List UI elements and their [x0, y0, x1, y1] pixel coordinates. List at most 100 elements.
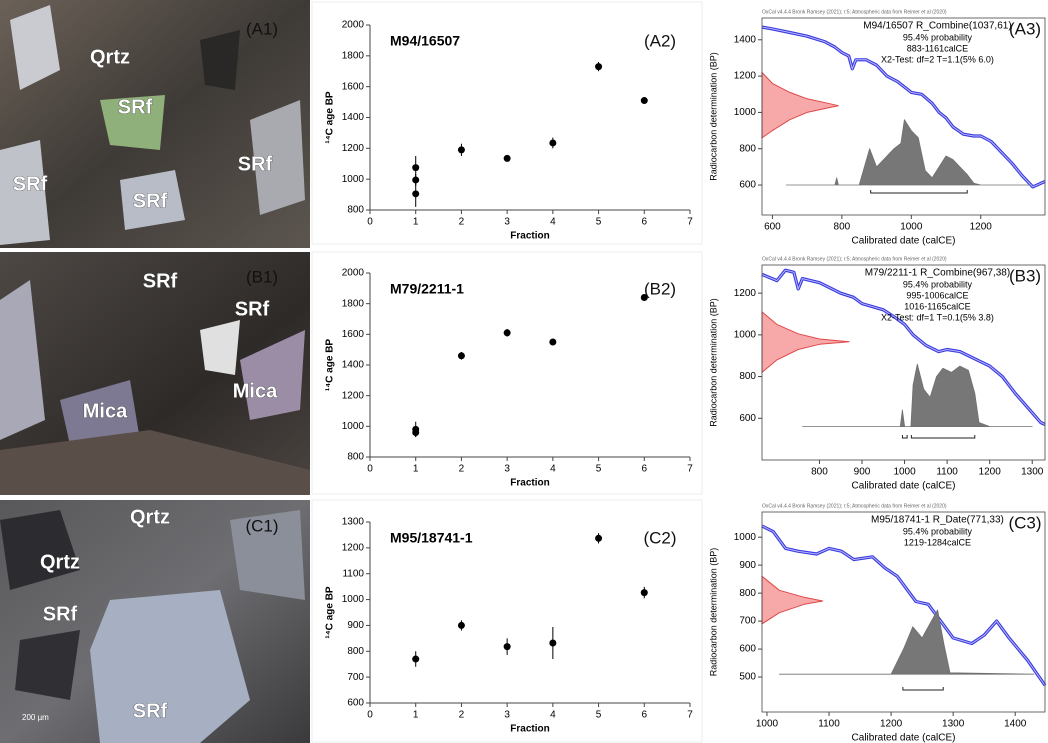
y-tick-label: 1200 — [734, 288, 757, 299]
annotation: 95.4% probability — [903, 32, 973, 42]
annotation: 1219-1284calCE — [904, 537, 971, 547]
scale-label: 200 µm — [22, 713, 49, 722]
panel-label: (A2) — [644, 31, 676, 50]
annotation: 995-1006calCE — [906, 290, 968, 300]
y-axis-label: Radiocarbon determination (BP) — [708, 52, 718, 181]
mineral-label: SRf — [143, 270, 178, 292]
mineral-label: Qrtz — [90, 46, 130, 68]
panel-label: (A1) — [246, 19, 278, 38]
chart-title: M95/18741-1 R_Date(771,33) — [871, 515, 1004, 526]
y-tick-label: 2000 — [342, 268, 365, 279]
x-tick-label: 7 — [687, 464, 693, 475]
data-point — [504, 155, 511, 162]
x-tick-label: 1300 — [942, 719, 965, 730]
data-point — [412, 190, 419, 197]
x-tick-label: 1000 — [900, 222, 923, 233]
x-tick-label: 5 — [596, 217, 602, 228]
mineral-label: SRf — [118, 96, 153, 118]
header: OxCal v4.4.4 Bronk Ramsey (2021); r:5; A… — [762, 503, 947, 509]
y-tick-label: 1000 — [342, 421, 365, 432]
x-axis-label: Fraction — [510, 724, 549, 735]
x-tick-label: 1 — [413, 710, 419, 721]
x-tick-label: 1400 — [1004, 719, 1027, 730]
y-axis-label: ¹⁴C age BP — [325, 91, 336, 144]
x-tick-label: 1100 — [936, 467, 958, 478]
y-tick-label: 1000 — [734, 107, 757, 118]
chart-title: M79/2211-1 — [390, 281, 464, 297]
data-point — [412, 656, 419, 663]
y-tick-label: 1600 — [342, 81, 365, 92]
x-tick-label: 2 — [459, 217, 465, 228]
x-tick-label: 800 — [834, 222, 851, 233]
y-tick-label: 1000 — [734, 532, 757, 543]
data-point — [412, 164, 419, 171]
mineral-label: SRf — [43, 603, 78, 625]
data-point — [595, 535, 602, 542]
chart-title: M94/16507 — [390, 33, 460, 49]
y-tick-label: 1200 — [342, 542, 365, 553]
chart-title: M79/2211-1 R_Combine(967,38) — [865, 268, 1010, 279]
y-tick-label: 700 — [739, 616, 756, 627]
x-tick-label: 4 — [550, 217, 556, 228]
panel-label: (C2) — [643, 528, 676, 547]
data-point — [549, 339, 556, 346]
x-tick-label: 4 — [550, 464, 556, 475]
x-tick-label: 7 — [687, 217, 693, 228]
y-axis-label: Radiocarbon determination (BP) — [708, 548, 718, 677]
panel-label: (B3) — [1009, 266, 1041, 285]
x-tick-label: 5 — [596, 464, 602, 475]
header: OxCal v4.4.4 Bronk Ramsey (2021); r:5; A… — [762, 256, 947, 262]
header: OxCal v4.4.4 Bronk Ramsey (2021); r:5; A… — [762, 9, 947, 15]
y-tick-label: 1800 — [342, 50, 365, 61]
y-tick-label: 1200 — [734, 71, 757, 82]
panel-label: (A3) — [1009, 19, 1041, 38]
y-tick-label: 900 — [347, 620, 364, 631]
mineral-label: SRf — [238, 153, 273, 175]
x-tick-label: 2 — [459, 464, 465, 475]
x-tick-label: 1300 — [1021, 467, 1044, 478]
x-tick-label: 1 — [413, 464, 419, 475]
y-tick-label: 1400 — [342, 112, 365, 123]
mineral-label: SRf — [133, 190, 168, 212]
chart-title: M95/18741-1 — [390, 530, 473, 546]
figure: (A1)QrtzSRfSRfSRfSRf(B1)SRfSRfMicaMica(C… — [0, 0, 1048, 743]
x-tick-label: 0 — [367, 464, 373, 475]
data-point — [458, 146, 465, 153]
x-tick-label: 5 — [596, 710, 602, 721]
y-tick-label: 800 — [347, 452, 364, 463]
mineral-label: SRf — [133, 700, 168, 722]
chart-0: 80010001200140016001800200001234567Fract… — [312, 2, 702, 244]
y-tick-label: 1000 — [342, 174, 365, 185]
x-tick-label: 3 — [504, 217, 510, 228]
chart-4: 600700800900100011001200130001234567Frac… — [312, 500, 702, 742]
y-tick-label: 800 — [739, 143, 756, 154]
y-tick-label: 600 — [739, 180, 756, 191]
y-axis-label: ¹⁴C age BP — [325, 339, 336, 392]
x-tick-label: 600 — [764, 222, 781, 233]
x-axis-label: Calibrated date (calCE) — [852, 733, 956, 743]
y-axis-label: Radiocarbon determination (BP) — [708, 298, 718, 427]
x-axis-label: Fraction — [510, 231, 549, 242]
y-tick-label: 700 — [347, 672, 364, 683]
y-tick-label: 1400 — [342, 360, 365, 371]
x-tick-label: 0 — [367, 710, 373, 721]
x-tick-label: 6 — [642, 217, 648, 228]
chart-3: 600800100012008009001000110012001300Cali… — [706, 252, 1048, 494]
y-tick-label: 1000 — [734, 330, 757, 341]
mineral-label: Qrtz — [130, 506, 170, 528]
y-tick-label: 1200 — [342, 143, 365, 154]
y-tick-label: 500 — [739, 672, 756, 683]
panel-label: (B1) — [246, 267, 278, 286]
x-tick-label: 1200 — [979, 467, 1002, 478]
y-tick-label: 1300 — [342, 517, 365, 528]
x-tick-label: 1100 — [818, 719, 840, 730]
y-tick-label: 900 — [739, 560, 756, 571]
x-tick-label: 1000 — [756, 719, 779, 730]
x-tick-label: 1200 — [970, 222, 993, 233]
x-axis-label: Calibrated date (calCE) — [852, 481, 956, 492]
panel-label: (C1) — [245, 516, 278, 535]
y-tick-label: 1100 — [342, 568, 364, 579]
mineral-label: Qrtz — [40, 551, 80, 573]
y-tick-label: 800 — [347, 646, 364, 657]
